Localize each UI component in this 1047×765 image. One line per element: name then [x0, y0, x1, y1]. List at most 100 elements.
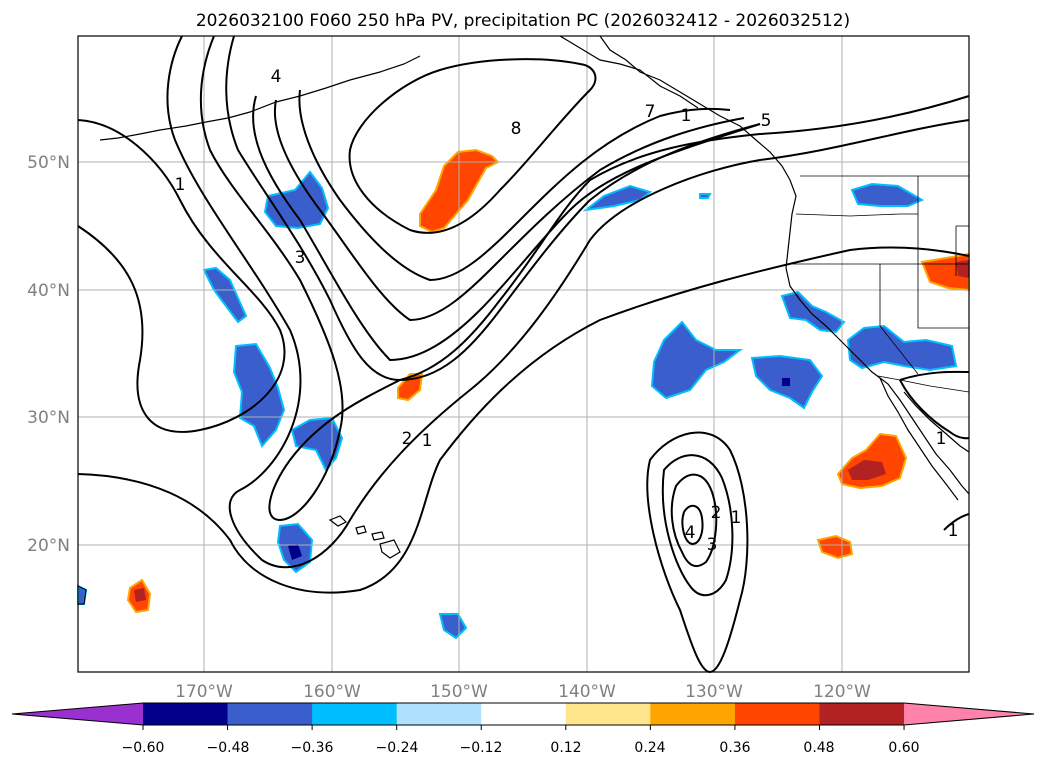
colorbar-segment	[650, 703, 736, 725]
contour-6	[274, 99, 745, 322]
contour-label: 5	[761, 111, 772, 131]
colorbar-segment	[396, 703, 482, 725]
contour-label: 1	[948, 521, 959, 541]
colorbar-tick-label: 0.48	[803, 740, 834, 756]
precip-area-pos	[397, 373, 424, 402]
contour-label: 1	[175, 175, 186, 195]
contour-1-west	[77, 119, 286, 433]
contour-3	[199, 35, 970, 522]
pv-contours	[77, 35, 970, 674]
contour-label: 7	[645, 102, 656, 122]
contour-labels: 4 3 1 8 7 5 2 1 1 4 2 3 1 1 1	[175, 67, 959, 555]
border-id	[917, 176, 969, 329]
coastline-north-america	[599, 35, 970, 495]
lat-label: 30°N	[27, 408, 70, 428]
map-background	[78, 36, 969, 672]
colorbar-segment	[312, 703, 398, 725]
contour-label: 8	[511, 119, 522, 139]
precip-area-neg-core	[288, 544, 302, 560]
colorbar-ticks: −0.60 −0.48 −0.36 −0.24 −0.12 0.12 0.24 …	[122, 740, 920, 756]
hawaii-islands	[328, 515, 401, 559]
contour-east-1	[899, 370, 970, 440]
precip-area-neg	[582, 184, 653, 212]
lat-label: 40°N	[27, 281, 70, 301]
coastline-baja	[879, 377, 959, 501]
colorbar-extend-min	[12, 703, 143, 725]
lon-label: 120°W	[813, 682, 871, 702]
latitude-labels: 50°N 40°N 30°N 20°N	[27, 153, 70, 556]
precip-area-neg-core	[782, 378, 790, 386]
precip-area-neg	[290, 416, 344, 472]
precip-area-neg	[699, 193, 712, 199]
colorbar-tick-label: −0.60	[122, 740, 165, 756]
lon-label: 160°W	[303, 682, 361, 702]
colorbar-tick-label: 0.36	[719, 740, 750, 756]
colorbar-segment	[734, 703, 820, 725]
contour-low-2	[661, 454, 734, 596]
island-west	[77, 585, 87, 605]
coastlines	[77, 35, 970, 605]
colorbar-tick-label: −0.12	[460, 740, 503, 756]
precip-area-pos	[816, 534, 854, 560]
map-frame	[77, 35, 970, 673]
contour-label: 1	[681, 106, 692, 126]
colorbar-segment	[481, 703, 567, 725]
lon-label: 130°W	[685, 682, 743, 702]
border-wa-or	[795, 213, 918, 217]
contour-2	[166, 35, 970, 569]
borders	[788, 175, 970, 393]
longitude-labels: 170°W 160°W 150°W 140°W 130°W 120°W	[175, 682, 871, 702]
colorbar-tick-label: 0.24	[634, 740, 665, 756]
contour-label: 2	[711, 503, 722, 523]
contour-8	[348, 58, 597, 234]
lat-label: 50°N	[27, 153, 70, 173]
colorbar-tick-label: −0.24	[376, 740, 419, 756]
contour-low-1	[646, 431, 749, 674]
colorbar-segment	[819, 703, 905, 725]
lat-label: 20°N	[27, 536, 70, 556]
border-ca-nv	[879, 264, 919, 375]
precip-area-neg	[780, 290, 846, 334]
colorbar-segment	[143, 703, 229, 725]
lon-label: 150°W	[430, 682, 488, 702]
contour-7	[298, 89, 731, 282]
colorbar-segment	[227, 703, 313, 725]
contour-low-4	[681, 504, 704, 546]
coastline-alaska-panhandle	[559, 35, 699, 109]
contour-1-south	[77, 246, 970, 594]
gridlines	[78, 36, 969, 672]
contour-low-3	[670, 473, 718, 568]
precip-area-neg	[232, 342, 286, 448]
colorbar-tick-label: −0.36	[291, 740, 334, 756]
precip-area-neg	[850, 182, 925, 207]
figure-title: 2026032100 F060 250 hPa PV, precipitatio…	[196, 11, 850, 31]
contour-label: 3	[707, 535, 718, 555]
map-panel: 4 3 1 8 7 5 2 1 1 4 2 3 1 1 1	[77, 35, 970, 674]
contour-label: 1	[422, 431, 433, 451]
contour-label: 3	[295, 248, 306, 268]
contour-label: 1	[731, 508, 742, 528]
colorbar: −0.60 −0.48 −0.36 −0.24 −0.12 0.12 0.24 …	[11, 702, 1035, 756]
colorbar-tick-label: 0.60	[888, 740, 919, 756]
precip-area-neg	[650, 320, 743, 400]
colorbar-tick-label: −0.48	[207, 740, 250, 756]
coastline-gulf	[903, 391, 970, 453]
border-us-mexico	[877, 375, 970, 393]
contour-label: 4	[271, 67, 282, 87]
precip-area-pos-core	[134, 588, 146, 602]
colorbar-tick-label: 0.12	[550, 740, 581, 756]
precip-positive-areas	[126, 148, 970, 614]
coastline-alaska-islands	[99, 55, 421, 141]
contour-label: 2	[402, 429, 413, 449]
lon-label: 140°W	[558, 682, 616, 702]
colorbar-extend-max	[904, 703, 1034, 725]
precip-area-pos-core	[956, 260, 969, 278]
precip-area-pos-core	[848, 460, 886, 480]
precip-negative-areas	[77, 170, 958, 640]
contour-5	[252, 95, 761, 362]
contour-label: 4	[685, 523, 696, 543]
contour-east-2	[943, 513, 970, 531]
precip-area-neg	[846, 324, 958, 372]
precip-area-neg	[202, 266, 248, 324]
contour-label: 1	[936, 429, 947, 449]
